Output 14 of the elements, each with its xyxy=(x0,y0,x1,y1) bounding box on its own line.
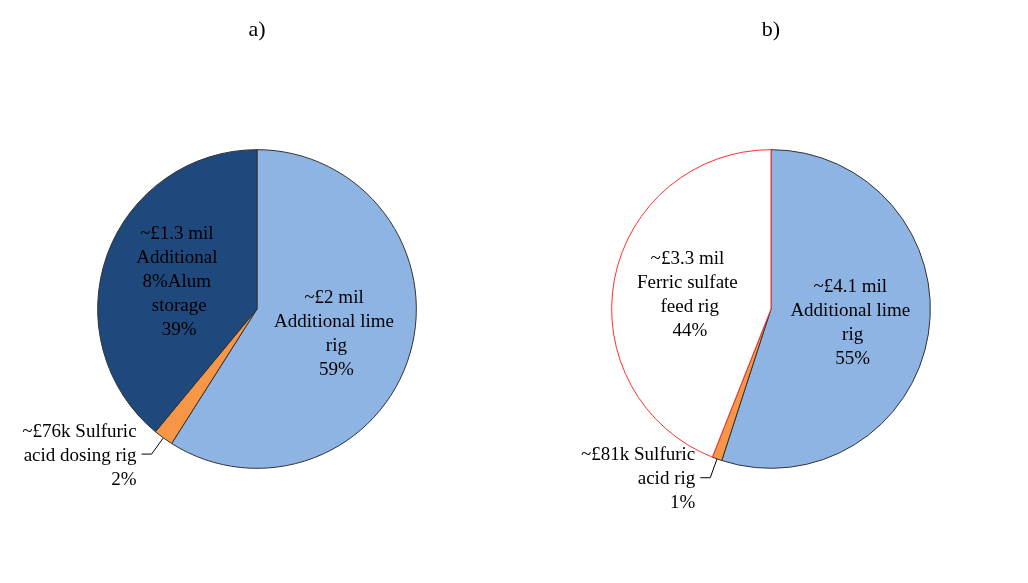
slice-label: ~£2 mil Additional lime rig xyxy=(274,285,399,355)
chart-title: a) xyxy=(248,15,266,41)
slice-label: ~£81k Sulfuric acid rig xyxy=(581,443,696,489)
data-label: 39% xyxy=(161,318,197,340)
data-label: 1% xyxy=(669,491,696,513)
slice-label: ~£3.3 mil Ferric sulfate feed rig xyxy=(637,247,743,316)
data-label: 2% xyxy=(111,467,137,489)
slice-label: ~£76k Sulfuric acid dosing rig xyxy=(18,419,138,465)
data-label: 59% xyxy=(318,357,354,379)
chart-title: b) xyxy=(761,15,781,41)
data-label: 44% xyxy=(672,319,708,340)
data-label: 55% xyxy=(835,347,871,369)
slice-label: ~£1.3 mil Additional 8%Alum storage xyxy=(136,222,223,316)
slice-label: ~£4.1 mil Additional lime rig xyxy=(790,275,915,345)
